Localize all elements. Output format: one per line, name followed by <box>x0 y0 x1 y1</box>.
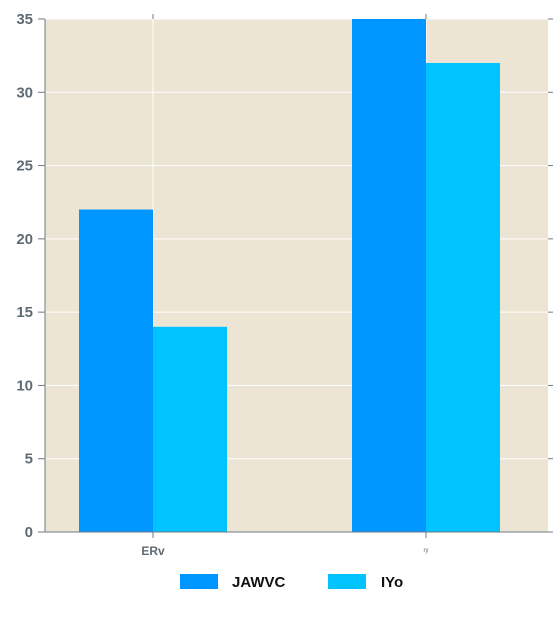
y-tick-label-3: 15 <box>16 304 33 321</box>
y-tick-label-0: 0 <box>25 524 33 541</box>
bar-jawvc-ry <box>352 19 426 532</box>
legend: JAWVC IYo <box>180 574 403 591</box>
y-tick-label-7: 35 <box>16 11 33 28</box>
y-tick-label-1: 5 <box>25 451 33 468</box>
legend-swatch-jawvc <box>180 574 218 589</box>
x-tick-label-erv: ERv <box>141 544 165 558</box>
bar-jawvc-erv <box>79 209 153 533</box>
bar-iyo-erv <box>153 326 227 532</box>
x-tick-label-ry: ry <box>424 548 429 554</box>
y-tick-label-6: 30 <box>16 84 33 101</box>
legend-label-iyo: IYo <box>381 574 403 591</box>
axis-layer <box>38 14 553 538</box>
legend-label-jawvc: JAWVC <box>232 574 286 591</box>
legend-swatch-iyo <box>328 574 366 589</box>
y-tick-label-5: 25 <box>16 158 33 175</box>
y-tick-label-2: 10 <box>16 377 33 394</box>
y-tick-label-4: 20 <box>16 231 33 248</box>
bar-layer <box>79 19 500 533</box>
label-layer: 0 5 10 15 20 25 30 35 ERv ry <box>16 11 428 558</box>
bar-iyo-ry <box>426 62 500 532</box>
